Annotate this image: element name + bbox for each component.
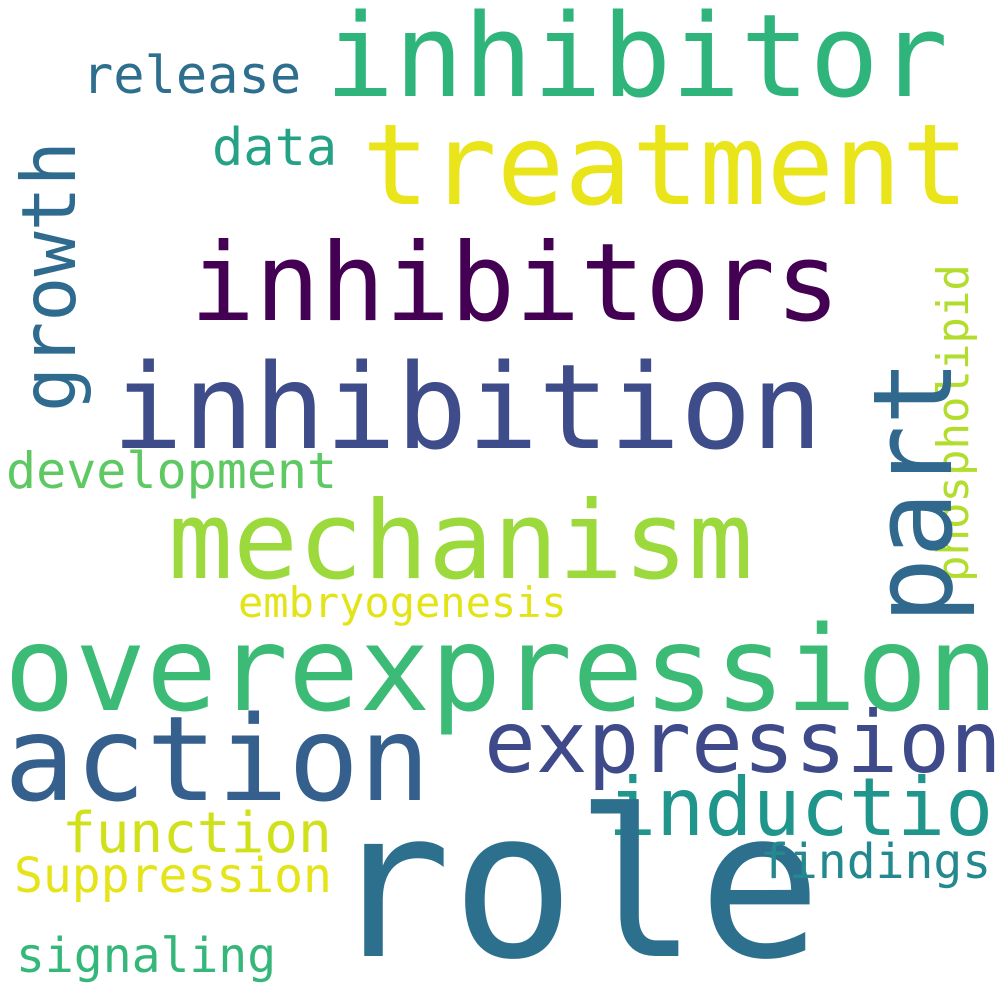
word-inhibitor: inhibitor — [325, 0, 949, 124]
word-part: part — [849, 359, 977, 624]
word-overexpression: overexpression — [4, 600, 999, 738]
word-treatment: treatment — [362, 101, 969, 231]
word-inhibitors: inhibitors — [190, 221, 841, 346]
word-function: function — [62, 801, 332, 866]
word-role: role — [328, 767, 822, 1000]
word-development: development — [6, 442, 338, 500]
word-data: data — [212, 118, 338, 178]
word-embryogenesis: embryogenesis — [238, 578, 567, 627]
word-action: action — [4, 690, 431, 828]
word-inhibition: inhibition — [112, 338, 823, 476]
word-expression: expression — [484, 693, 1000, 793]
word-induction: induction — [608, 761, 1000, 854]
word-mechanism: mechanism — [168, 479, 754, 604]
word-findings: findings — [760, 834, 992, 890]
word-growth: growth — [5, 141, 93, 412]
word-signaling: signaling — [16, 928, 277, 984]
word-release: release — [82, 46, 302, 106]
word-Suppression: Suppression — [14, 848, 332, 904]
